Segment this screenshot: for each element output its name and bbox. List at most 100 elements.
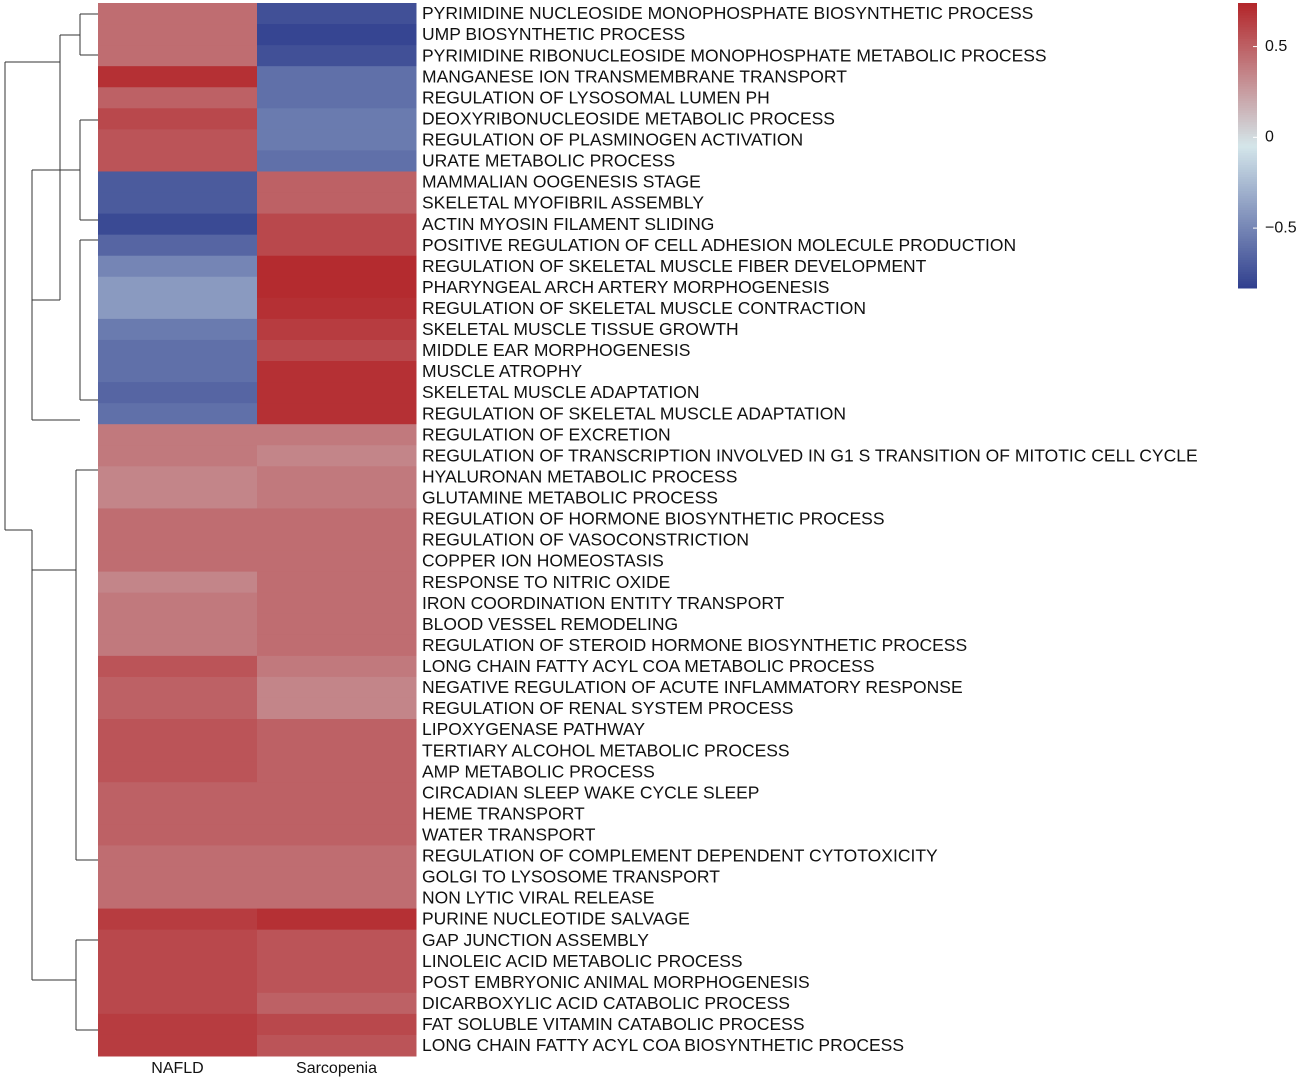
heatmap-cell — [98, 887, 258, 910]
row-label: SKELETAL MYOFIBRIL ASSEMBLY — [422, 193, 704, 213]
colorbar-segment — [1238, 64, 1257, 68]
colorbar-segment — [1238, 195, 1257, 199]
heatmap-cell — [98, 971, 258, 994]
heatmap-cell — [257, 382, 417, 404]
colorbar-segment — [1238, 79, 1257, 82]
colorbar-segment — [1238, 55, 1257, 59]
colorbar-segment — [1238, 22, 1257, 25]
heatmap-cell — [257, 655, 417, 678]
heatmap-cell — [98, 382, 258, 404]
heatmap-cell — [98, 403, 258, 425]
heatmap-cell — [98, 1034, 258, 1057]
heatmap-cell — [98, 424, 258, 446]
heatmap-cell — [98, 719, 258, 741]
colorbar-segment — [1238, 183, 1257, 187]
row-label: PYRIMIDINE RIBONUCLEOSIDE MONOPHOSPHATE … — [422, 45, 1047, 65]
column-label: NAFLD — [151, 1060, 203, 1077]
heatmap-cell — [98, 213, 258, 236]
row-label: LONG CHAIN FATTY ACYL COA METABOLIC PROC… — [422, 656, 875, 676]
row-label: TERTIARY ALCOHOL METABOLIC PROCESS — [422, 740, 790, 760]
colorbar-segment — [1238, 105, 1257, 108]
heatmap-cell — [98, 634, 258, 657]
heatmap-cell — [98, 466, 258, 488]
colorbar-segment — [1238, 5, 1257, 9]
colorbar-segment — [1238, 41, 1257, 44]
colorbar-segment — [1238, 7, 1257, 11]
heatmap-cell — [257, 171, 417, 194]
heatmap-cell — [257, 466, 417, 488]
heatmap-cell — [98, 908, 258, 931]
colorbar-segment — [1238, 24, 1257, 28]
heatmap-cell — [257, 403, 417, 425]
row-label: MIDDLE EAR MORPHOGENESIS — [422, 340, 690, 360]
heatmap-cell — [257, 1034, 417, 1057]
colorbar-segment — [1238, 126, 1257, 130]
colorbar-segment — [1238, 164, 1257, 168]
heatmap-cell — [98, 866, 258, 889]
heatmap-cell — [257, 1013, 417, 1036]
heatmap-cell — [98, 550, 258, 573]
row-label: MUSCLE ATROPHY — [422, 361, 582, 381]
heatmap-cell — [98, 761, 258, 783]
colorbar-segment — [1238, 102, 1257, 106]
row-label: DICARBOXYLIC ACID CATABOLIC PROCESS — [422, 993, 790, 1013]
heatmap-cell — [257, 719, 417, 741]
row-label: MAMMALIAN OOGENESIS STAGE — [422, 172, 701, 192]
colorbar-segment — [1238, 233, 1257, 237]
heatmap-cell — [257, 592, 417, 615]
colorbar-segment — [1238, 207, 1257, 211]
heatmap-cell — [98, 592, 258, 615]
colorbar-segment — [1238, 74, 1257, 78]
colorbar-segment — [1238, 133, 1257, 137]
heatmap-cell — [98, 992, 258, 1015]
row-label: REGULATION OF STEROID HORMONE BIOSYNTHET… — [422, 635, 967, 655]
colorbar-segment — [1238, 242, 1257, 246]
colorbar-segment — [1238, 276, 1257, 279]
colorbar-segment — [1238, 259, 1257, 263]
colorbar-segment — [1238, 254, 1257, 258]
colorbar-segment — [1238, 271, 1257, 275]
colorbar-segment — [1238, 26, 1257, 30]
row-label: WATER TRANSPORT — [422, 824, 596, 844]
colorbar-segment — [1238, 17, 1257, 21]
heatmap-cell — [257, 45, 417, 67]
heatmap-cell — [98, 66, 258, 88]
heatmap-cell — [257, 192, 417, 215]
row-label: PURINE NUCLEOTIDE SALVAGE — [422, 909, 690, 929]
colorbar-segment — [1238, 69, 1257, 73]
colorbar-segment — [1238, 93, 1257, 97]
colorbar-segment — [1238, 136, 1257, 139]
colorbar-segment — [1238, 188, 1257, 192]
row-label: MANGANESE ION TRANSMEMBRANE TRANSPORT — [422, 66, 847, 86]
heatmap-cell — [257, 803, 417, 825]
colorbar-segment — [1238, 162, 1257, 165]
heatmap-cell — [257, 87, 417, 109]
colorbar-segment — [1238, 107, 1257, 111]
colorbar-segment — [1238, 257, 1257, 260]
heatmap-cell — [98, 3, 258, 25]
row-label: URATE METABOLIC PROCESS — [422, 151, 675, 171]
heatmap-cell — [257, 361, 417, 383]
colorbar-segment — [1238, 67, 1257, 70]
heatmap-cell — [257, 929, 417, 952]
heatmap-cell — [257, 255, 417, 278]
colorbar-segment — [1238, 10, 1257, 13]
colorbar-segment — [1238, 190, 1257, 194]
colorbar-segment — [1238, 250, 1257, 253]
colorbar-segment — [1238, 90, 1257, 94]
row-label: REGULATION OF COMPLEMENT DEPENDENT CYTOT… — [422, 846, 938, 866]
heatmap-cell — [98, 192, 258, 215]
heatmap-cell — [257, 108, 417, 130]
colorbar-segment — [1238, 131, 1257, 135]
colorbar-segment — [1238, 86, 1257, 89]
heatmap-cell — [98, 129, 258, 151]
colorbar-segment — [1238, 117, 1257, 120]
heatmap-cell — [257, 66, 417, 88]
colorbar-segment — [1238, 219, 1257, 222]
colorbar-segment — [1238, 266, 1257, 270]
heatmap-cell — [257, 339, 417, 362]
colorbar-segment — [1238, 98, 1257, 101]
colorbar-segment — [1238, 228, 1257, 232]
heatmap-cell — [257, 213, 417, 236]
